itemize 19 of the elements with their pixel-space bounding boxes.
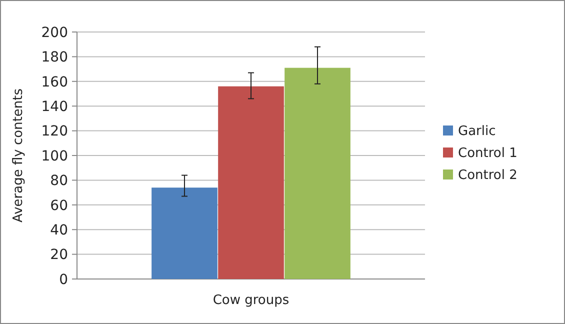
y-tick-label: 180	[41, 50, 68, 66]
bar	[284, 68, 350, 279]
bar	[152, 188, 218, 279]
y-tick-label: 80	[50, 173, 68, 190]
y-tick-label: 60	[50, 198, 68, 214]
bar	[218, 86, 284, 279]
y-tick-label: 0	[59, 272, 68, 288]
y-axis-title: Average fly contents	[11, 88, 26, 223]
legend-label: Control 2	[458, 168, 518, 184]
y-tick-label: 40	[50, 222, 68, 238]
y-tick-label: 200	[41, 24, 68, 41]
legend-label: Garlic	[458, 124, 496, 140]
y-tick-label: 140	[41, 99, 68, 115]
x-axis-title: Cow groups	[212, 293, 290, 308]
y-tick-label: 20	[50, 247, 68, 264]
y-tick-label: 120	[41, 124, 68, 140]
y-tick-label: 160	[41, 74, 68, 90]
y-tick-label: 100	[41, 148, 68, 164]
legend-label: Control 1	[458, 146, 518, 162]
